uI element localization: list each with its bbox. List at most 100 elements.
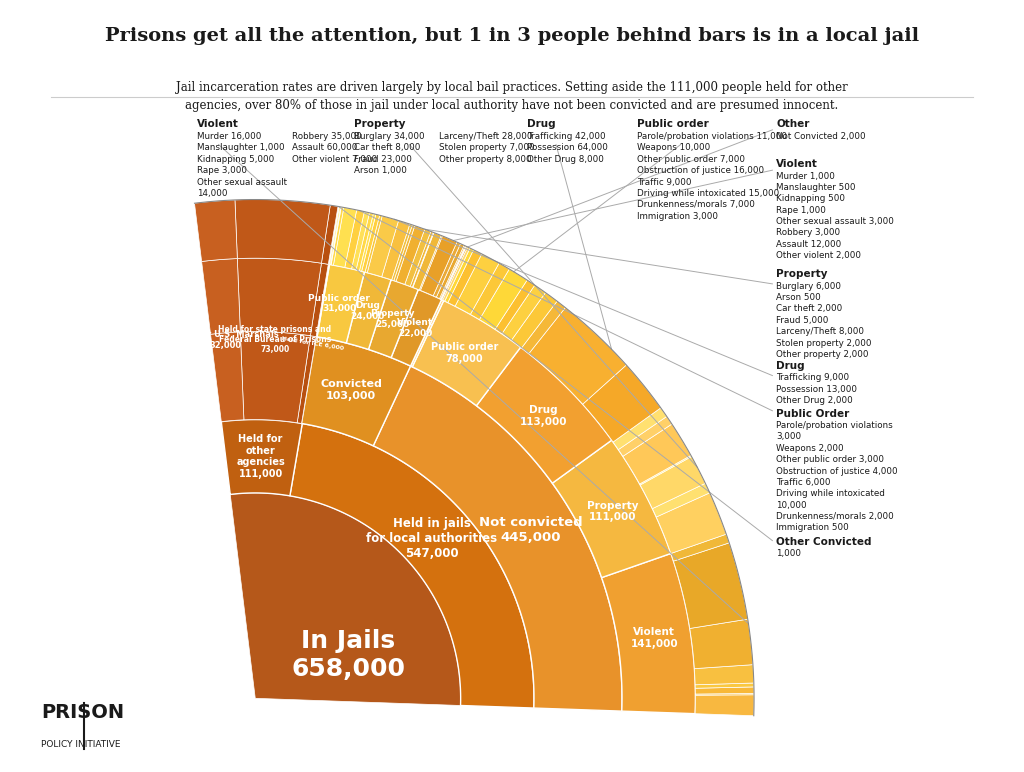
Text: Trafficking 9,000: Trafficking 9,000 [776, 374, 849, 382]
Text: Not Convicted 2,000: Not Convicted 2,000 [776, 132, 865, 141]
Polygon shape [476, 347, 611, 483]
Text: Obstruction of justice 16,000: Obstruction of justice 16,000 [637, 166, 764, 175]
Polygon shape [440, 245, 466, 300]
Text: Immigration 3,000: Immigration 3,000 [637, 212, 718, 221]
Text: Other violent 2,000: Other violent 2,000 [776, 251, 861, 260]
Text: Possession 13,000: Possession 13,000 [776, 384, 857, 394]
Text: Stolen property 2,000: Stolen property 2,000 [776, 339, 871, 347]
Text: Public Order: Public Order [776, 408, 849, 418]
Text: Drug: Drug [526, 119, 555, 129]
Text: 1,000: 1,000 [776, 550, 801, 558]
Text: Car theft 8,000: Car theft 8,000 [354, 144, 421, 152]
Polygon shape [521, 301, 565, 354]
Text: Other Drug 2,000: Other Drug 2,000 [776, 396, 853, 405]
Polygon shape [601, 554, 695, 713]
Text: Fraud 5,000: Fraud 5,000 [776, 316, 828, 325]
Text: Obstruction of justice 4,000: Obstruction of justice 4,000 [776, 466, 898, 476]
Polygon shape [447, 250, 481, 306]
Text: Held for state prisons and
Federal Bureau of Prisons
73,000: Held for state prisons and Federal Burea… [218, 324, 332, 354]
Text: Kidnapping 500: Kidnapping 500 [776, 195, 845, 203]
Polygon shape [502, 285, 546, 340]
Text: Burglary 34,000: Burglary 34,000 [354, 132, 425, 141]
Polygon shape [322, 205, 338, 264]
Text: 10,000: 10,000 [776, 500, 807, 510]
Text: Property: Property [776, 269, 827, 279]
Polygon shape [346, 272, 391, 350]
Text: Other: Other [776, 119, 809, 129]
Text: Drug
24,000: Drug 24,000 [350, 301, 385, 320]
Text: Driving while intoxicated: Driving while intoxicated [776, 489, 885, 498]
Text: Other violent 7,000: Other violent 7,000 [292, 154, 377, 164]
Polygon shape [238, 258, 322, 336]
Text: Stolen property 7,000: Stolen property 7,000 [438, 144, 535, 152]
Polygon shape [671, 534, 729, 561]
Text: Parole/probation violations: Parole/probation violations [776, 421, 893, 430]
Polygon shape [695, 695, 754, 716]
Polygon shape [202, 259, 241, 334]
Text: Violent
22,000: Violent 22,000 [397, 318, 433, 337]
Text: Other public order 3,000: Other public order 3,000 [776, 455, 884, 464]
Text: Rape 1,000: Rape 1,000 [776, 206, 826, 215]
Text: Held for ICE 6,000: Held for ICE 6,000 [281, 336, 344, 351]
Text: Robbery 35,000: Robbery 35,000 [292, 132, 361, 141]
Polygon shape [301, 337, 411, 445]
Text: Weapons 10,000: Weapons 10,000 [637, 144, 710, 152]
Text: Other sexual assault: Other sexual assault [197, 178, 287, 187]
Polygon shape [690, 619, 753, 669]
Text: Property
111,000: Property 111,000 [587, 501, 639, 523]
Text: Assault 12,000: Assault 12,000 [776, 240, 842, 249]
Text: Arson 500: Arson 500 [776, 293, 821, 302]
Polygon shape [421, 236, 457, 296]
Text: Held for
other
agencies
111,000: Held for other agencies 111,000 [237, 434, 285, 479]
Text: Violent
141,000: Violent 141,000 [631, 627, 678, 648]
Text: Public order
78,000: Public order 78,000 [431, 343, 498, 364]
Text: Not convicted
445,000: Not convicted 445,000 [478, 516, 583, 543]
Polygon shape [496, 280, 535, 334]
Polygon shape [455, 254, 499, 314]
Polygon shape [441, 246, 467, 300]
Text: Weapons 2,000: Weapons 2,000 [776, 444, 844, 453]
Polygon shape [404, 229, 431, 286]
Text: Other Convicted: Other Convicted [776, 537, 871, 547]
Polygon shape [331, 207, 344, 266]
Text: 3,000: 3,000 [776, 432, 801, 442]
Text: Arson 1,000: Arson 1,000 [354, 166, 408, 175]
Polygon shape [583, 365, 660, 442]
Text: Larceny/Theft 8,000: Larceny/Theft 8,000 [776, 327, 864, 336]
Text: Held for U.S. Marshals
32,000: Held for U.S. Marshals 32,000 [173, 330, 279, 350]
Polygon shape [552, 440, 671, 577]
Polygon shape [695, 687, 754, 694]
Polygon shape [444, 248, 473, 303]
Polygon shape [310, 263, 329, 337]
Polygon shape [234, 199, 331, 263]
Text: Drunkenness/morals 7,000: Drunkenness/morals 7,000 [637, 200, 755, 209]
Text: Manslaughter 1,000: Manslaughter 1,000 [197, 144, 285, 152]
Text: Rape 3,000: Rape 3,000 [197, 166, 247, 175]
Polygon shape [436, 244, 464, 299]
Polygon shape [241, 331, 310, 423]
Polygon shape [195, 200, 238, 262]
Text: Larceny/Theft 28,000: Larceny/Theft 28,000 [438, 132, 532, 141]
Text: Jail incarceration rates are driven largely by local bail practices. Setting asi: Jail incarceration rates are driven larg… [176, 81, 848, 112]
Polygon shape [394, 225, 415, 281]
Text: Immigration 500: Immigration 500 [776, 523, 849, 533]
Polygon shape [640, 455, 691, 485]
Polygon shape [674, 543, 748, 628]
Polygon shape [652, 483, 710, 517]
Polygon shape [695, 693, 754, 696]
Polygon shape [411, 232, 433, 287]
Text: Parole/probation violations 11,000: Parole/probation violations 11,000 [637, 132, 786, 141]
Text: Property
25,000: Property 25,000 [370, 309, 415, 329]
Text: Driving while intoxicated 15,000: Driving while intoxicated 15,000 [637, 189, 779, 198]
Polygon shape [413, 300, 520, 406]
Polygon shape [618, 416, 672, 456]
Text: Robbery 3,000: Robbery 3,000 [776, 229, 841, 238]
Text: Public order
31,000: Public order 31,000 [308, 294, 371, 313]
Text: Fraud 23,000: Fraud 23,000 [354, 154, 413, 164]
Polygon shape [391, 290, 441, 366]
Polygon shape [694, 665, 754, 685]
Text: Traffic 9,000: Traffic 9,000 [637, 178, 691, 187]
Polygon shape [433, 242, 461, 297]
Text: Other Drug 8,000: Other Drug 8,000 [526, 154, 603, 164]
Text: Other property 2,000: Other property 2,000 [776, 350, 868, 359]
